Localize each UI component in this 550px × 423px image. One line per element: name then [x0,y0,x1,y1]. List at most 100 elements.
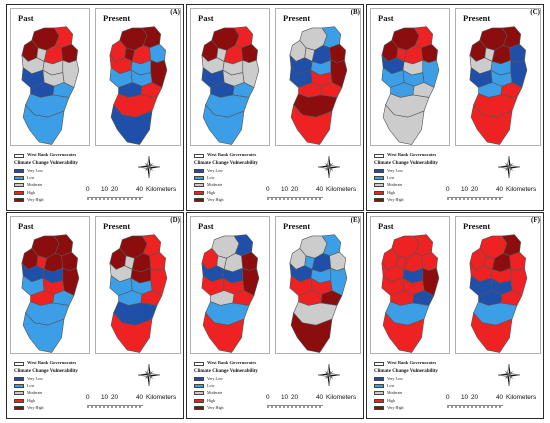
compass-rose-icon [137,155,161,179]
governorate-region [500,290,523,306]
map-panel: Past Present (E) West Bank Governorates Clim… [186,212,364,419]
governorate-region [61,43,78,64]
scale-tick-label: 40 [316,186,324,193]
scale-tick-label: 0 [446,394,450,401]
legend-swatch [194,383,204,388]
present-map: Present [275,8,361,146]
map-title: Present [283,13,311,23]
scale-tick-label: 40 [496,186,504,193]
legend-entry: Low [194,175,214,180]
legend-entry: High [374,398,395,403]
scale-tick-label: 10 [461,186,469,193]
legend-swatch [194,175,204,180]
legend-swatch [374,398,384,403]
legend-label: Low [27,382,35,388]
governorate-region [382,104,425,145]
governorate-region [509,251,526,272]
compass-rose-icon [317,363,341,387]
governorate-region [320,82,343,98]
legend-outline-entry: West Bank Governorates [374,361,436,366]
map-panel: Past Present (C) West Bank Governorates Clim… [366,4,544,211]
past-map: Past [370,8,450,146]
scale-tick-label: 0 [266,186,270,193]
governorate-region [149,251,166,272]
past-map: Past [370,216,450,354]
legend-label: Moderate [387,182,403,188]
legend-label: Moderate [27,182,43,188]
governorate-region [61,251,78,272]
past-map: Past [190,8,270,146]
legend-swatch [194,391,204,396]
map-title: Past [198,13,214,23]
scale-tick-label: 20 [291,394,299,401]
choropleth-map [381,26,440,145]
map-title: Past [18,13,34,23]
legend-label: High [27,189,35,195]
legend-label: Very High [207,405,224,411]
legend-label: Very Low [27,167,43,173]
map-title: Present [103,13,131,23]
governorate-region [290,312,333,353]
legend-label: High [27,397,35,403]
scale-unit-label: Kilometers [326,394,357,401]
compass-rose-icon [317,155,341,179]
legend-entry: Moderate [14,183,42,188]
scale-tick-label: 20 [111,394,119,401]
legend-entry: Low [14,175,34,180]
legend-title: Climate Change Vulnerability [14,161,78,166]
past-map: Past [10,8,90,146]
scale-tick-label: 20 [291,186,299,193]
legend-title: Climate Change Vulnerability [14,369,78,374]
choropleth-map [109,234,168,353]
legend-label: Very High [387,197,404,203]
legend-label: West Bank Governorates [207,360,257,366]
governorate-region [382,312,425,353]
governorate-region [110,312,153,353]
map-title: Past [18,221,34,231]
legend-entry: High [194,190,215,195]
governorate-region [329,43,346,64]
legend-outline-entry: West Bank Governorates [374,153,436,158]
choropleth-map [289,234,348,353]
legend-label: Very Low [207,167,223,173]
past-map: Past [10,216,90,354]
scale-bar [447,405,503,408]
legend-swatch [14,168,24,173]
legend-label: West Bank Governorates [207,152,257,158]
scale-tick-label: 10 [101,186,109,193]
scale-bar [267,197,323,200]
legend-swatch [14,153,24,158]
legend-label: Moderate [207,390,223,396]
governorate-region [241,251,258,272]
scale-bar [87,197,143,200]
legend-entry: Moderate [374,183,402,188]
scale-tick-label: 20 [111,186,119,193]
legend-swatch [194,376,204,381]
legend-entry: Very High [374,198,404,203]
legend-swatch [194,361,204,366]
choropleth-map [289,26,348,145]
governorate-region [329,251,346,272]
legend-swatch [194,153,204,158]
choropleth-map [381,234,440,353]
map-title: Past [378,13,394,23]
panel-letter: (D) [170,216,180,224]
scale-bar [447,197,503,200]
scale-tick-label: 20 [471,186,479,193]
legend-label: Very High [207,197,224,203]
compass-rose-icon [497,363,521,387]
present-map: Present [455,8,541,146]
legend-label: Very Low [207,375,223,381]
legend-label: High [207,397,215,403]
choropleth-map [201,26,260,145]
map-title: Past [198,221,214,231]
legend-swatch [374,190,384,195]
legend-entry: Very Low [14,376,43,381]
governorate-region [509,43,526,64]
legend-outline-entry: West Bank Governorates [194,361,256,366]
legend-entry: Very Low [374,376,403,381]
legend-swatch [374,376,384,381]
governorate-region [421,43,438,64]
governorate-region [290,104,333,145]
legend-entry: Very High [374,406,404,411]
